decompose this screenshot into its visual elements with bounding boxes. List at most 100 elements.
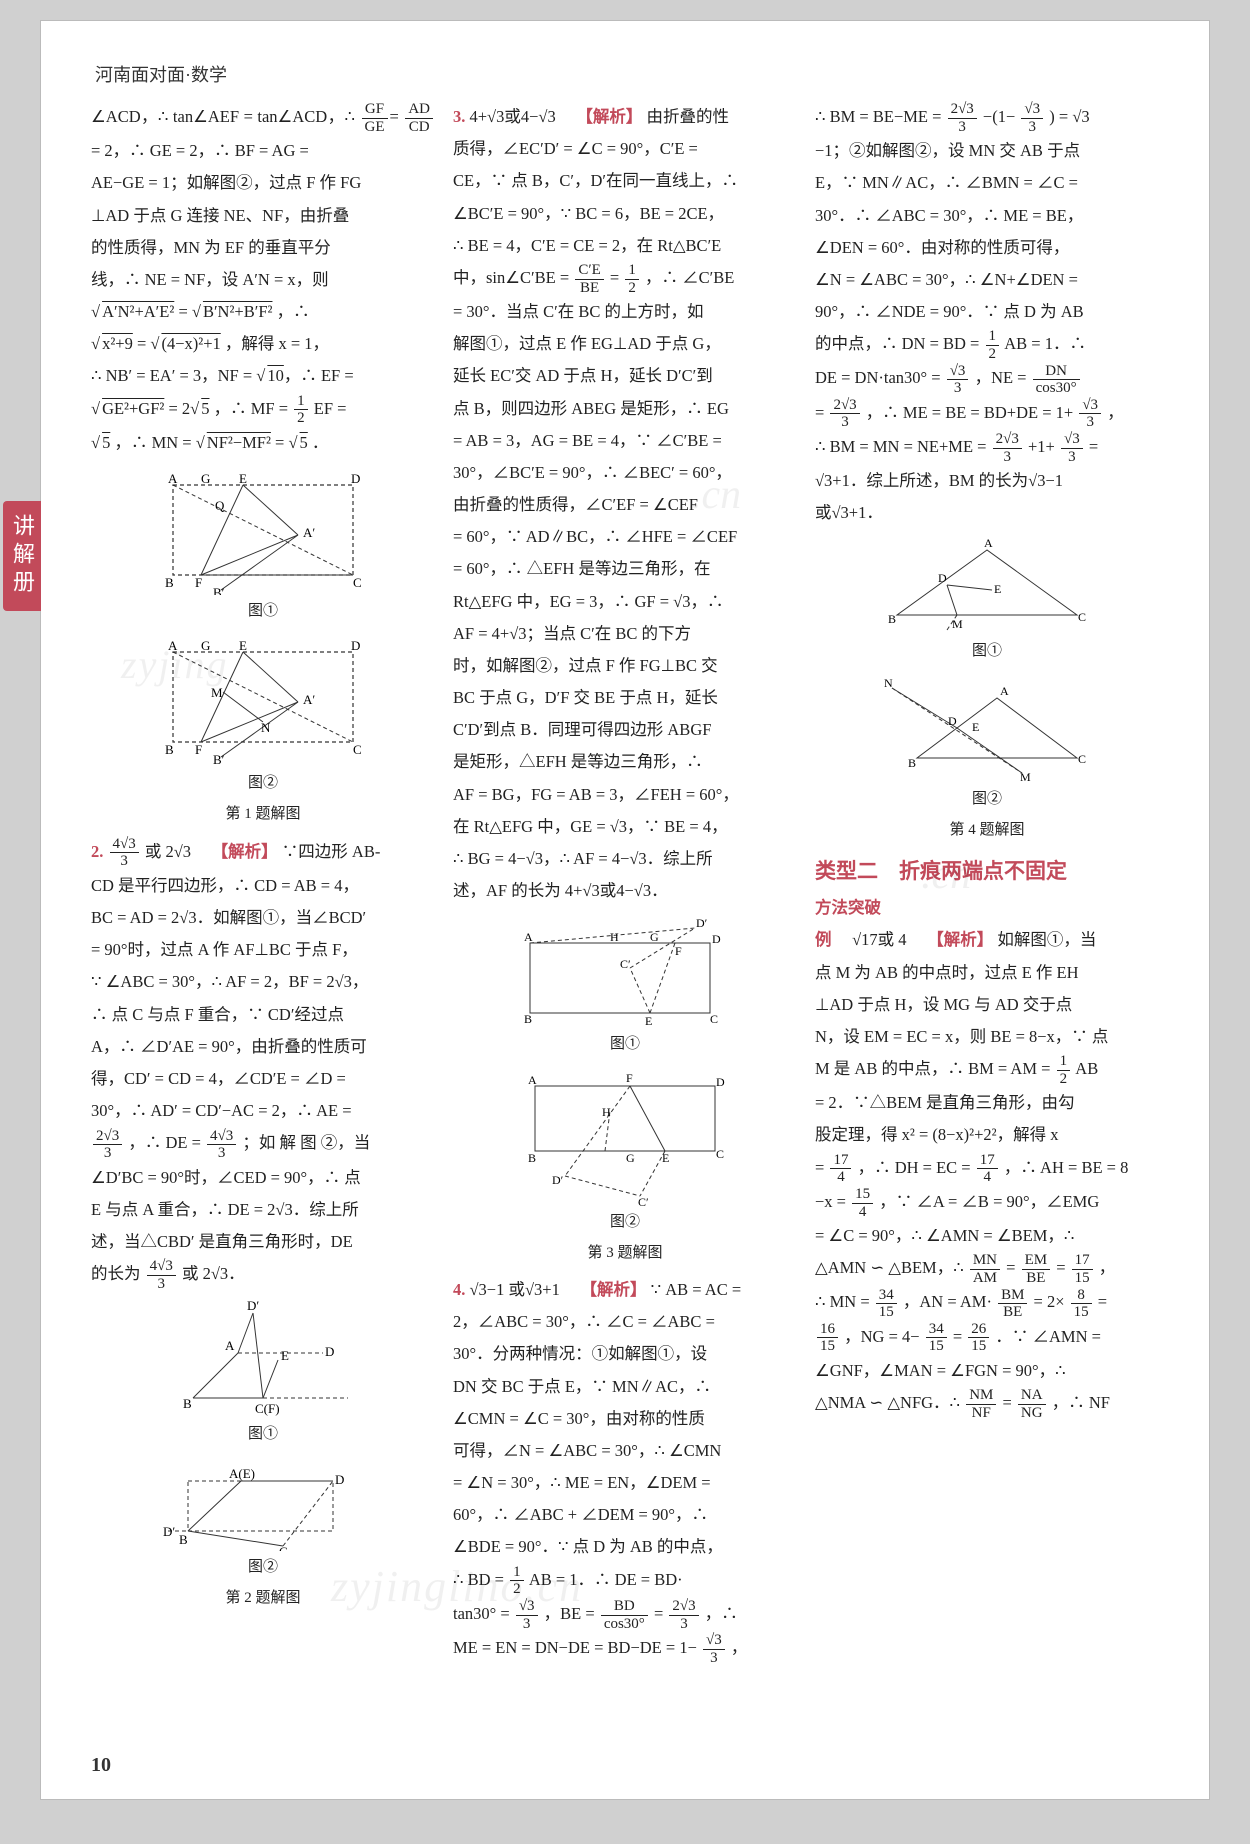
fraction: √33 [1061,431,1083,465]
text: = ∠N = 30°，∴ ME = EN，∠DEM = [453,1467,797,1499]
fraction: NMNF [966,1387,996,1421]
text: ) = √3 [1049,107,1089,126]
svg-text:G: G [626,1151,635,1165]
svg-text:N: N [261,720,271,735]
text: ∴ BM = MN = NE+ME = [815,437,991,456]
svg-text:B: B [528,1151,536,1165]
svg-text:E: E [645,1014,652,1028]
svg-text:A: A [1000,684,1009,698]
fraction: 2√33 [669,1598,698,1632]
fraction: MNAM [970,1252,1000,1286]
text: = 30°．当点 C′在 BC 的上方时，如 [453,296,797,328]
text: ，∴ ∠C′BE [645,268,734,287]
fraction: 4√33 [207,1128,236,1162]
text: = [1098,1292,1107,1311]
sqrt: GE²+GF² [100,399,164,418]
fraction: 12 [510,1564,524,1598]
text: EF = [314,399,347,418]
text: ∠GNF，∠MAN = ∠FGN = 90°，∴ [815,1355,1159,1387]
text: 在 Rt△EFG 中，GE = √3，∵ BE = 4， [453,811,797,843]
text: = [1089,437,1098,456]
column-1: ∠ACD，∴ tan∠AEF = tan∠ACD，∴ GFGE= ADCD = … [91,101,435,1666]
fraction: NANG [1018,1387,1046,1421]
fraction: √33 [516,1598,538,1632]
fraction: 2√33 [993,431,1022,465]
text: √3−1 或√3+1 [470,1280,577,1299]
text: 述，AF 的长为 4+√3或4−√3． [453,875,797,907]
svg-text:M: M [211,685,223,700]
fraction: 12 [1057,1053,1071,1087]
svg-text:F: F [195,742,202,757]
text: A，∴ ∠D′AE = 90°，由折叠的性质可 [91,1031,435,1063]
svg-text:E: E [662,1151,669,1165]
text: ．∵ ∠AMN = [995,1327,1101,1346]
svg-text:D: D [335,1472,344,1487]
fraction: 3415 [926,1321,947,1355]
fraction: EMBE [1022,1252,1051,1286]
sqrt: x²+9 [100,334,133,353]
svg-text:A: A [524,930,533,944]
text: 中，sin∠C′BE = [453,268,573,287]
text: M 是 AB 的中点，∴ BM = AM = [815,1059,1055,1078]
text: = [953,1327,966,1346]
svg-text:C′: C′ [620,957,631,971]
text: ∠DEN = 60°．由对称的性质可得， [815,232,1159,264]
fraction: BMBE [998,1287,1027,1321]
svg-text:A: A [168,638,178,653]
text: 点 M 为 AB 的中点时，过点 E 作 EH [815,957,1159,989]
text: = 60°，∵ AD∥BC，∴ ∠HFE = ∠CEF [453,521,797,553]
svg-text:C: C [1078,752,1086,766]
sqrt: 5 [199,399,209,418]
text: ∠CMN = ∠C = 30°，由对称的性质 [453,1403,797,1435]
text: ME = EN = DN−DE = BD−DE = 1− [453,1638,697,1657]
text: = [275,433,288,452]
svg-text:D′: D′ [552,1173,564,1187]
fraction: 815 [1071,1287,1092,1321]
figure-caption: 图② [815,785,1159,814]
svg-text:D′: D′ [696,916,708,930]
text: = [815,403,828,422]
svg-text:C: C [710,1012,718,1026]
column-2: 3. 4+√3或4−√3 【解析】 由折叠的性 质得，∠EC′D′ = ∠C =… [453,101,797,1666]
text: ∴ BM = BE−ME = [815,107,946,126]
side-tab-booklet: 讲解册 [3,501,41,611]
figure-caption: 图② [453,1208,797,1237]
svg-text:N: N [884,676,893,690]
text: ∵ AB = AC = [651,1280,742,1299]
fraction: √33 [703,1632,725,1666]
svg-text:D′: D′ [247,1298,259,1313]
svg-text:G: G [201,638,210,653]
figure-4-2: N A D E B M C 图② 第 4 题解图 [815,673,1159,846]
sqrt: A′N²+A′E² [100,302,174,321]
svg-text:C(F): C(F) [255,1401,280,1416]
text: △NMA ∽ △NFG．∴ [815,1393,964,1412]
label-jiexi: 【解析】 [212,842,278,861]
svg-text:B′: B′ [213,585,225,595]
fraction: C′EBE [575,262,603,296]
text: = [1002,1393,1015,1412]
text: ，∴ [277,302,310,321]
svg-text:H: H [610,930,619,944]
figure-3-2: A F D H B G E C D′ C′ 图② 第 3 题解图 [453,1066,797,1269]
text: 的中点，∴ DN = BD = [815,334,984,353]
svg-text:H: H [602,1105,611,1119]
text: BC 于点 G，D′F 交 BE 于点 H，延长 [453,682,797,714]
fraction: √33 [1079,397,1101,431]
text: tan30° = [453,1604,514,1623]
svg-text:D: D [948,714,957,728]
text: ∠N = ∠ABC = 30°，∴ ∠N+∠DEN = [815,264,1159,296]
text: = 2 [168,399,190,418]
text: = [1006,1258,1019,1277]
text: AB [1075,1059,1098,1078]
svg-text:A′: A′ [303,525,315,540]
text: ，解得 x = 1， [225,334,329,353]
fraction: 4√33 [110,836,139,870]
text: ⊥AD 于点 H，设 MG 与 AD 交于点 [815,989,1159,1021]
svg-text:D: D [351,471,360,486]
figure-caption: 图① [815,637,1159,666]
text: = 60°，∴ △EFH 是等边三角形，在 [453,553,797,585]
text: 30°，∠BC′E = 90°，∴ ∠BEC′ = 60°， [453,457,797,489]
text: 或√3+1． [815,497,1159,529]
fraction: 154 [852,1186,873,1220]
figure-caption: 第 3 题解图 [453,1239,797,1268]
